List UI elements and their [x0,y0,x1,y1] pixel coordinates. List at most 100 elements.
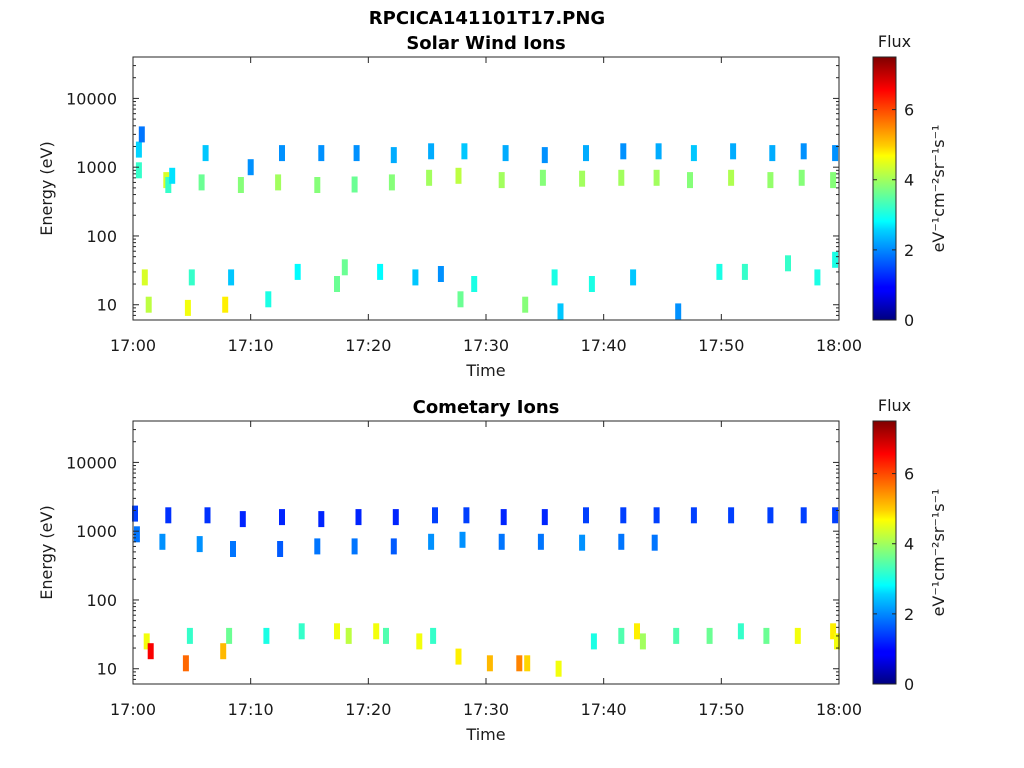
heatmap-cell [620,507,627,524]
colorbar-tick-label: 4 [904,535,914,554]
heatmap-cell [135,141,142,158]
heatmap-cell [730,143,737,160]
heatmap-cell [428,143,435,160]
heatmap-cell [620,143,627,160]
heatmap-cell [222,296,229,313]
heatmap-cell [388,174,395,191]
heatmap-cell [524,655,531,672]
colorbar: Flux 0 2 4 6 eV⁻¹cm⁻²sr⁻¹s⁻¹ [872,32,948,330]
heatmap-cell [184,299,191,316]
heatmap-cell [247,159,254,176]
heatmap-cell [186,627,193,644]
heatmap-cell [590,633,597,650]
heatmap-cell [706,627,713,644]
colorbar-tick-label: 2 [904,241,914,260]
heatmap-cell [228,269,235,286]
heatmap-cell [351,538,358,555]
panel-title: Solar Wind Ions [406,33,565,54]
colorbar-tick-label: 2 [904,605,914,624]
colorbar-tick-label: 0 [904,311,914,330]
heatmap-cell [412,269,419,286]
x-tick-label: 17:10 [228,700,274,719]
heatmap-cell [834,633,840,650]
heatmap-cell [653,169,660,186]
heatmap-cells [135,126,839,320]
heatmap-cell [541,147,548,164]
y-tick-label: 10000 [66,453,117,472]
heatmap-cell [265,291,272,308]
heatmap-cell [800,507,807,524]
heatmap-cell [618,169,625,186]
heatmap-cell [188,269,195,286]
heatmap-cell [135,162,142,179]
heatmap-cell [239,511,246,528]
heatmap-cell [314,538,321,555]
figure-title: RPCICA141101T17.PNG [368,8,606,29]
heatmap-cell [237,177,244,193]
heatmap-cell [377,263,384,280]
colorbar-label: Flux [878,396,911,415]
heatmap-cell [230,541,236,557]
panel-title: Cometary Ions [413,397,560,418]
heatmap-cell [165,507,172,524]
colorbar-gradient [872,56,897,321]
heatmap-cell [639,633,646,650]
heatmap-cell [390,147,397,164]
heatmap-cell [277,541,284,557]
heatmap-cell [498,172,505,189]
heatmap-cell [557,303,564,320]
heatmap-cell [583,507,589,524]
x-tick-label: 17:40 [581,700,627,719]
y-tick-label: 100 [86,227,117,246]
heatmap-cell [132,505,138,522]
heatmap-cell [390,538,397,555]
heatmap-cell [198,174,205,191]
heatmap-cell [516,655,523,672]
y-tick-label: 1000 [76,158,117,177]
heatmap-cell [298,623,305,640]
y-tick-label: 1000 [76,522,117,541]
heatmap-cell [196,536,203,553]
heatmap-cell [455,648,462,665]
heatmap-cell [655,143,662,160]
heatmap-cell [202,145,209,162]
heatmap-cell [798,169,805,186]
heatmap-cell [767,172,774,189]
heatmap-cell [785,255,791,272]
panels-group: Solar Wind Ions 17:00 17:10 17:20 17:30 17:40… [37,32,948,744]
heatmap-cell [353,145,360,162]
heatmap-cell [204,507,211,524]
heatmap-cell [800,143,807,160]
x-tick-label: 17:50 [698,336,744,355]
heatmap-cell [392,509,399,526]
heatmap-cell [687,172,693,189]
colorbar-gradient [872,420,897,685]
colorbar-label: Flux [878,32,911,51]
heatmap-cell [318,511,325,528]
heatmap-cell [455,167,462,184]
heatmap-cell [279,145,285,162]
x-tick-label: 17:20 [345,700,391,719]
heatmap-cell [459,531,466,548]
plot-frame [132,420,840,685]
heatmap-cell [133,526,140,543]
colorbar-unit: eV⁻¹cm⁻²sr⁻¹s⁻¹ [929,125,948,253]
heatmap-cell [373,623,380,640]
y-tick-label: 10000 [66,89,117,108]
x-tick-label: 18:00 [816,700,862,719]
heatmap-cell [430,627,437,644]
heatmap-cell [169,167,176,184]
heatmap-cell [471,276,478,292]
heatmap-cell [432,507,438,524]
x-tick-label: 17:20 [345,336,391,355]
y-axis-label: Energy (eV) [37,141,56,235]
heatmap-cell [588,276,595,292]
heatmap-cell [220,643,227,660]
heatmap-cell [145,296,152,313]
heatmap-cell [634,623,640,640]
x-tick-label: 17:00 [110,700,156,719]
heatmap-cell [630,269,637,286]
heatmap-cell [314,177,321,193]
colorbar-unit: eV⁻¹cm⁻²sr⁻¹s⁻¹ [929,489,948,617]
heatmap-cell [502,145,509,162]
